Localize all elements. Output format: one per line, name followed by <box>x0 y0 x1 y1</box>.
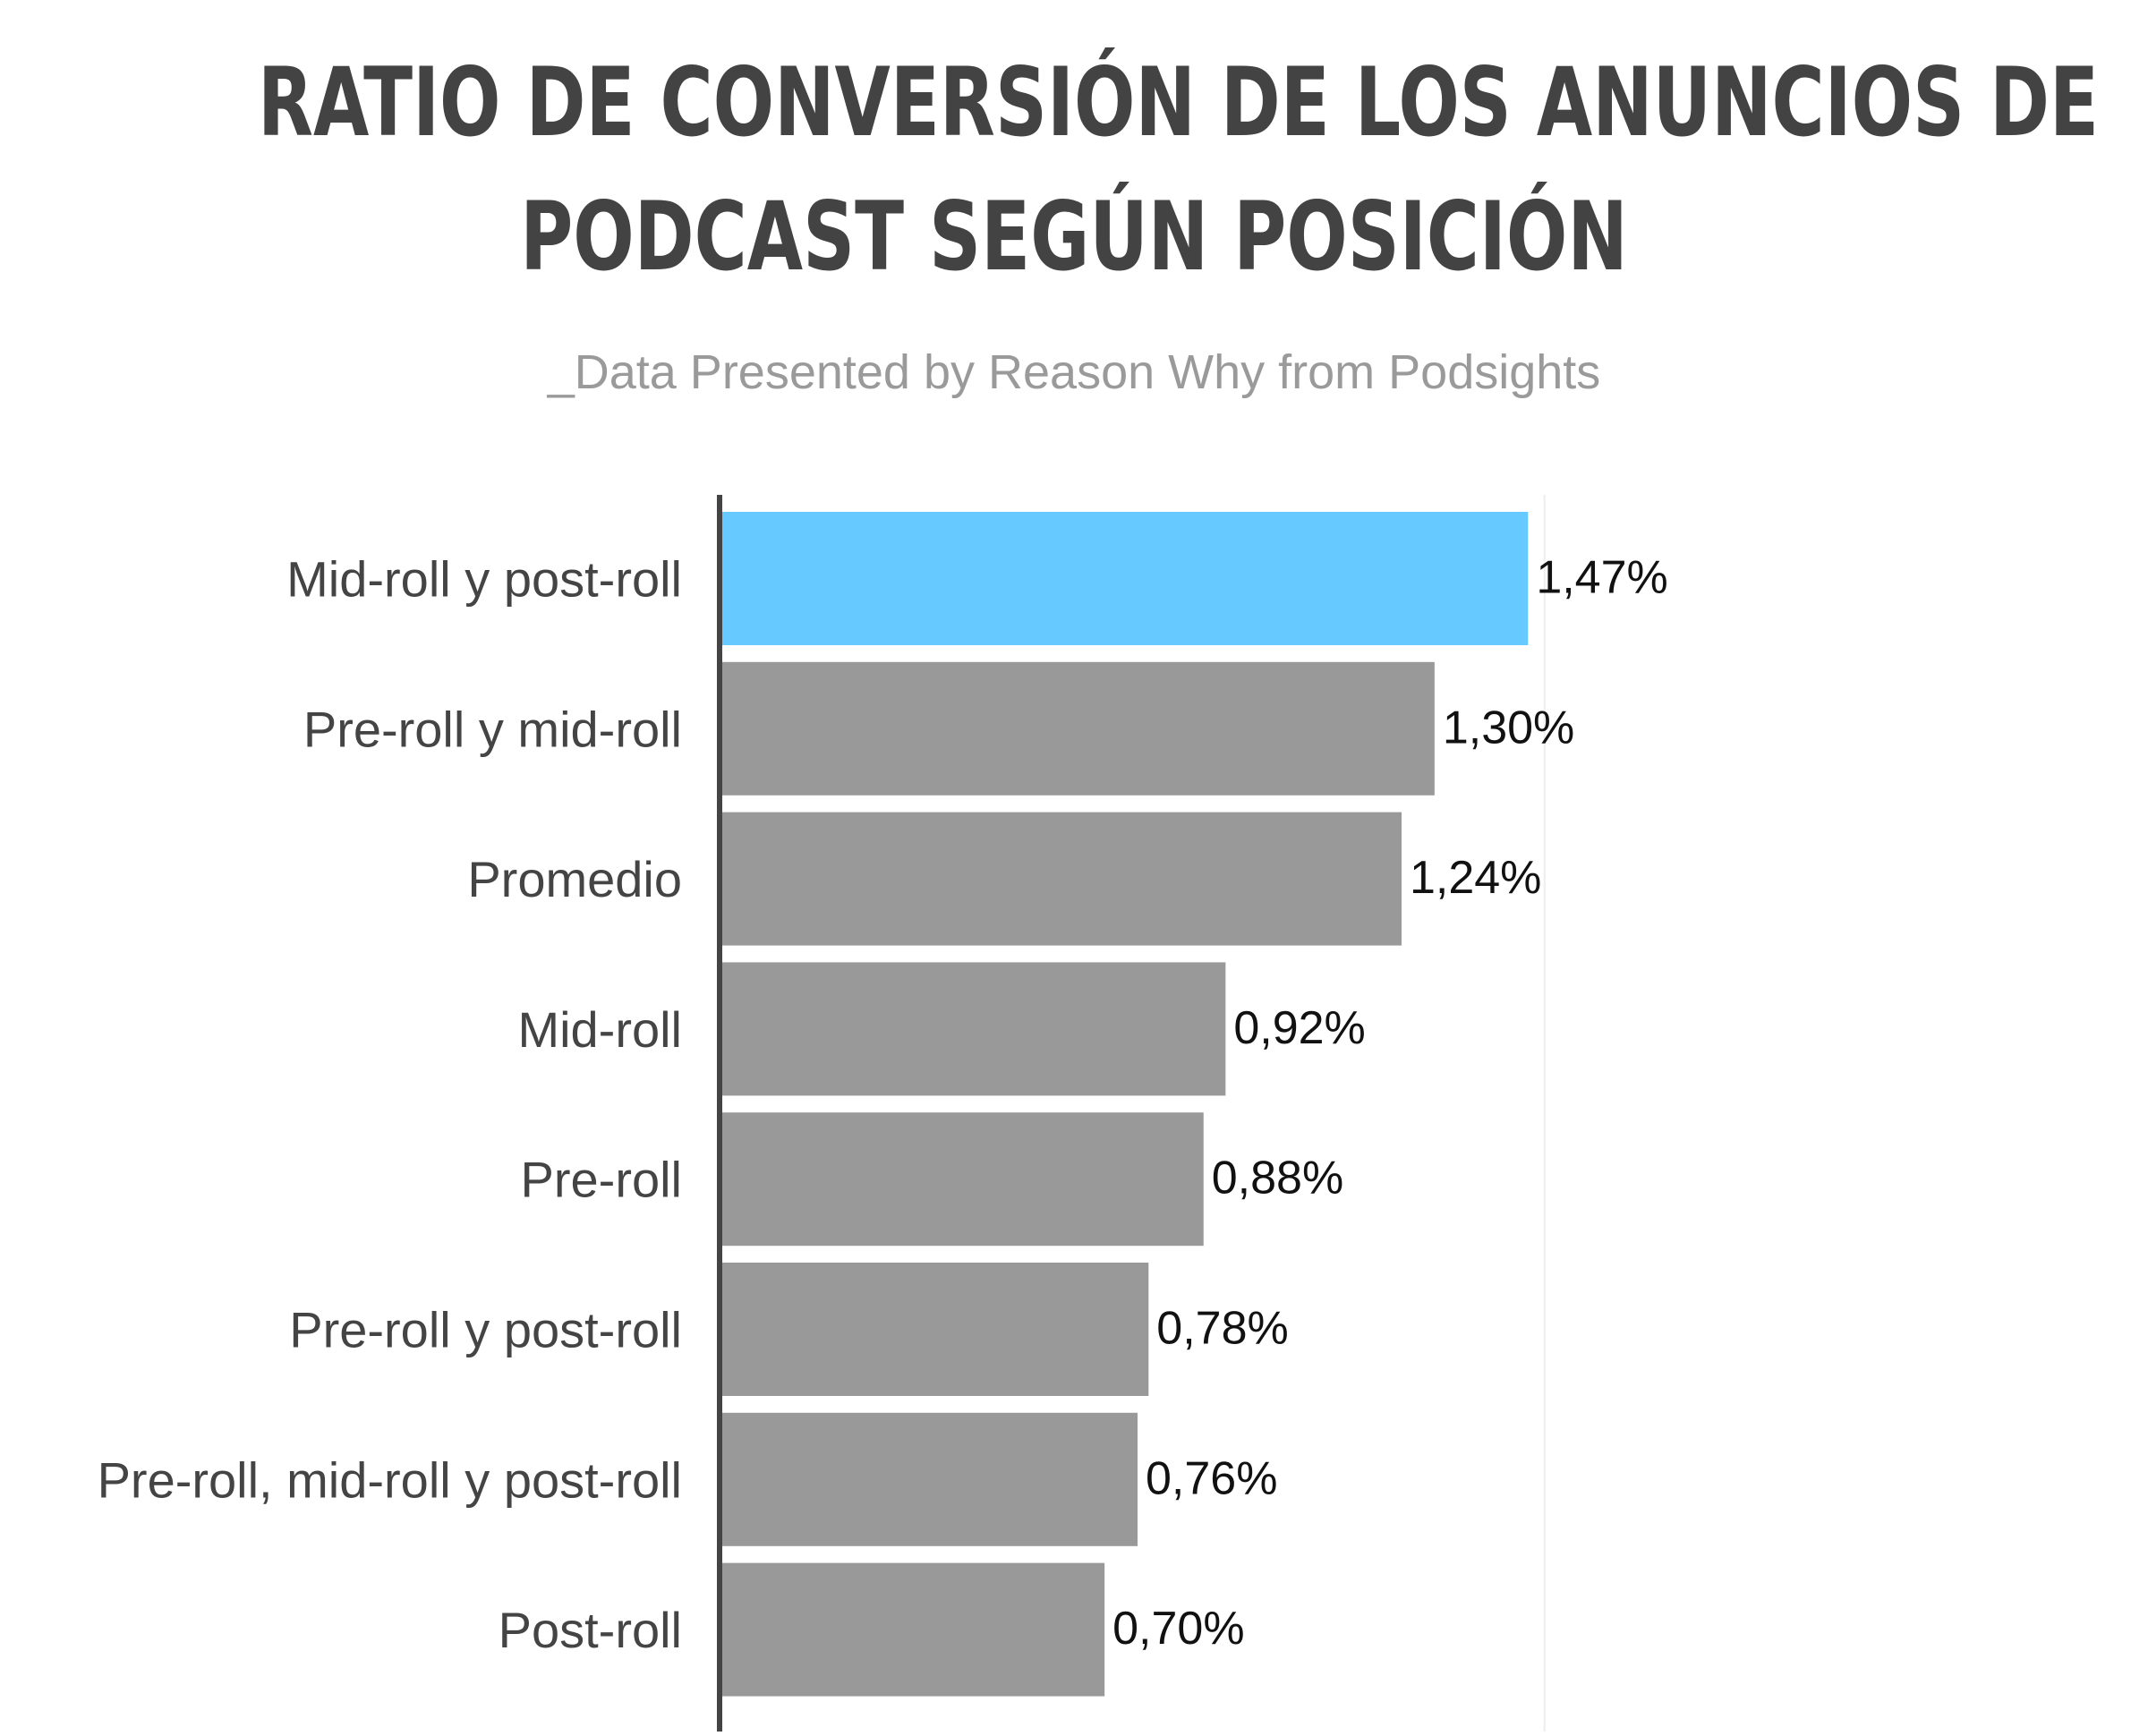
category-label-2: Promedio <box>467 851 682 907</box>
chart-title-line-2: PODCAST SEGÚN POSICIÓN <box>520 182 1628 292</box>
bar-5 <box>720 1263 1149 1396</box>
value-label-2: 1,24% <box>1410 852 1541 904</box>
category-label-6: Pre-roll, mid-roll y post-roll <box>98 1451 682 1508</box>
title-block: RATIO DE CONVERSIÓN DE LOS ANUNCIOS DE P… <box>0 36 2148 304</box>
value-label-3: 0,92% <box>1233 1002 1365 1054</box>
bar-7 <box>720 1562 1105 1697</box>
category-label-0: Mid-roll y post-roll <box>286 551 682 608</box>
category-label-7: Post-roll <box>499 1602 682 1658</box>
category-label-5: Pre-roll y post-roll <box>289 1302 682 1358</box>
bar-2 <box>720 812 1402 946</box>
bar-1 <box>720 661 1435 796</box>
chart-subtitle: _Data Presented by Reason Why from Podsi… <box>547 345 1601 399</box>
bar-0 <box>720 512 1529 645</box>
value-label-0: 1,47% <box>1536 552 1667 604</box>
bar-6 <box>720 1412 1138 1546</box>
category-label-4: Pre-roll <box>521 1152 682 1208</box>
value-label-7: 0,70% <box>1112 1603 1244 1655</box>
bar-3 <box>720 962 1226 1096</box>
value-label-1: 1,30% <box>1443 702 1574 753</box>
chart-title-line-1: RATIO DE CONVERSIÓN DE LOS ANUNCIOS DE <box>258 47 2100 157</box>
value-label-5: 0,78% <box>1156 1303 1288 1355</box>
value-label-4: 0,88% <box>1212 1153 1343 1204</box>
value-label-6: 0,76% <box>1146 1452 1277 1504</box>
bar-4 <box>720 1112 1204 1247</box>
category-label-3: Mid-roll <box>517 1001 682 1058</box>
category-label-1: Pre-roll y mid-roll <box>303 701 682 757</box>
